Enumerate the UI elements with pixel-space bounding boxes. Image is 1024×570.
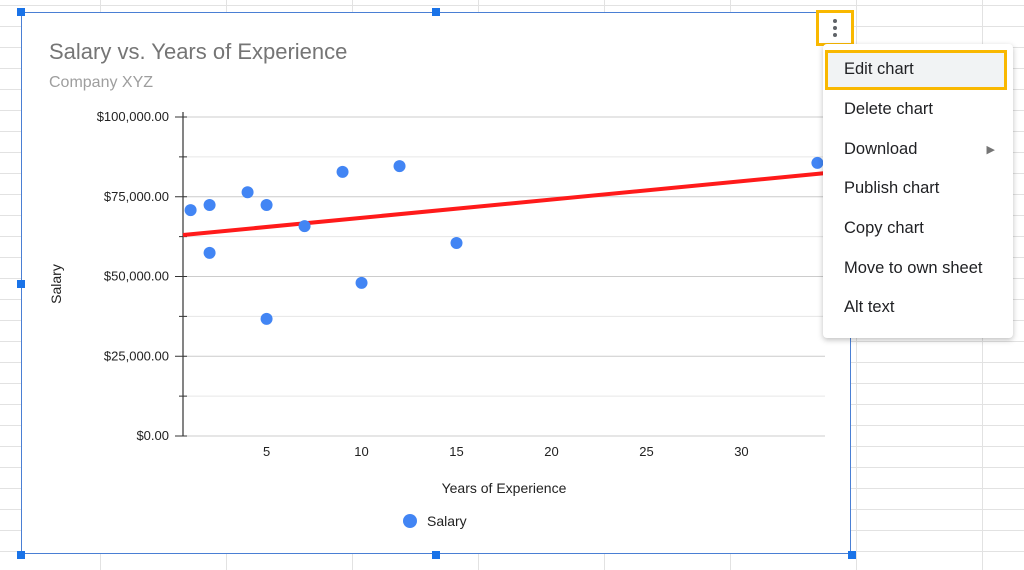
y-tick-label: $25,000.00	[104, 348, 169, 363]
data-point	[336, 165, 349, 178]
chart-subtitle: Company XYZ	[49, 74, 154, 91]
data-point	[450, 237, 463, 250]
legend-marker	[403, 514, 417, 528]
legend-label: Salary	[427, 513, 467, 529]
y-tick-label: $75,000.00	[104, 189, 169, 204]
submenu-arrow-icon: ▶	[986, 143, 995, 156]
menu-item-download[interactable]: Download ▶	[844, 139, 995, 158]
y-tick-label: $100,000.00	[97, 109, 169, 124]
x-tick-label: 10	[354, 444, 368, 459]
trendline	[182, 171, 826, 238]
data-point	[298, 220, 311, 233]
x-tick-label: 15	[449, 444, 463, 459]
more-vert-icon	[833, 19, 837, 23]
menu-item-move-to-own-sheet[interactable]: Move to own sheet	[844, 258, 983, 277]
data-point	[355, 276, 368, 289]
resize-handle-bottom-left[interactable]	[17, 551, 25, 559]
chart-title: Salary vs. Years of Experience	[49, 39, 348, 64]
x-tick-label: 5	[263, 444, 270, 459]
y-tick-label: $50,000.00	[104, 269, 169, 284]
chart-menu-button[interactable]	[816, 10, 854, 46]
data-point	[203, 199, 216, 212]
x-tick-label: 30	[734, 444, 748, 459]
menu-item-alt-text[interactable]: Alt text	[844, 298, 895, 317]
chart-context-menu: Edit chart Delete chart Download ▶ Publis…	[823, 44, 1013, 338]
data-point	[203, 246, 216, 259]
data-point	[241, 186, 254, 199]
data-point	[393, 160, 406, 173]
x-tick-label: 20	[544, 444, 558, 459]
resize-handle-bottom-right[interactable]	[848, 551, 856, 559]
resize-handle-left[interactable]	[17, 280, 25, 288]
data-point	[184, 204, 197, 217]
y-axis-title: Salary	[48, 264, 64, 304]
x-tick-label: 25	[639, 444, 653, 459]
x-axis-title: Years of Experience	[442, 480, 567, 496]
menu-item-edit-chart[interactable]: Edit chart	[825, 50, 1007, 90]
y-tick-label: $0.00	[136, 428, 169, 443]
chart-container[interactable]: Salary vs. Years of Experience Company X…	[21, 12, 851, 554]
resize-handle-bottom[interactable]	[432, 551, 440, 559]
resize-handle-top[interactable]	[432, 8, 440, 16]
resize-handle-top-left[interactable]	[17, 8, 25, 16]
data-point	[260, 312, 273, 325]
data-point	[811, 156, 824, 169]
menu-item-delete-chart[interactable]: Delete chart	[844, 100, 933, 119]
menu-item-copy-chart[interactable]: Copy chart	[844, 219, 924, 238]
data-point	[260, 199, 273, 212]
menu-item-publish-chart[interactable]: Publish chart	[844, 179, 940, 198]
